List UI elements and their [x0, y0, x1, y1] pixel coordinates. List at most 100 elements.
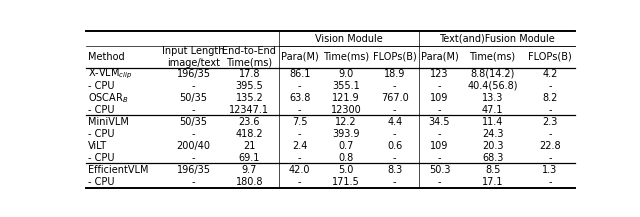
Text: 4.2: 4.2	[542, 69, 557, 79]
Text: 24.3: 24.3	[482, 129, 503, 139]
Text: ViLT: ViLT	[88, 141, 107, 151]
Text: 4.4: 4.4	[387, 117, 403, 127]
Text: -: -	[393, 153, 397, 163]
Text: -: -	[298, 153, 301, 163]
Text: 50/35: 50/35	[180, 117, 207, 127]
Text: - CPU: - CPU	[88, 129, 115, 139]
Text: -: -	[548, 177, 552, 187]
Text: 135.2: 135.2	[236, 93, 263, 103]
Text: 123: 123	[430, 69, 449, 79]
Text: 9.7: 9.7	[242, 165, 257, 175]
Text: Input Length
image/text: Input Length image/text	[163, 46, 225, 68]
Text: -: -	[298, 129, 301, 139]
Text: 63.8: 63.8	[289, 93, 310, 103]
Text: -: -	[298, 81, 301, 91]
Text: FLOPs(B): FLOPs(B)	[373, 52, 417, 62]
Text: -: -	[192, 177, 195, 187]
Text: 0.8: 0.8	[338, 153, 353, 163]
Text: 22.8: 22.8	[539, 141, 561, 151]
Text: 12.2: 12.2	[335, 117, 356, 127]
Text: EfficientVLM: EfficientVLM	[88, 165, 148, 175]
Text: 68.3: 68.3	[482, 153, 503, 163]
Text: Vision Module: Vision Module	[315, 34, 383, 44]
Text: 0.7: 0.7	[338, 141, 353, 151]
Text: 69.1: 69.1	[239, 153, 260, 163]
Text: 767.0: 767.0	[381, 93, 408, 103]
Text: -: -	[298, 105, 301, 115]
Text: Method: Method	[88, 52, 125, 62]
Text: -: -	[393, 129, 397, 139]
Text: 47.1: 47.1	[482, 105, 503, 115]
Text: 393.9: 393.9	[332, 129, 360, 139]
Text: 109: 109	[430, 141, 449, 151]
Text: -: -	[393, 177, 397, 187]
Text: -: -	[298, 177, 301, 187]
Text: -: -	[393, 105, 397, 115]
Text: 86.1: 86.1	[289, 69, 310, 79]
Text: - CPU: - CPU	[88, 177, 115, 187]
Text: -: -	[438, 81, 441, 91]
Text: -: -	[393, 81, 397, 91]
Text: -: -	[438, 177, 441, 187]
Text: -: -	[548, 81, 552, 91]
Text: 1.3: 1.3	[542, 165, 557, 175]
Text: 200/40: 200/40	[177, 141, 211, 151]
Text: 42.0: 42.0	[289, 165, 310, 175]
Text: - CPU: - CPU	[88, 81, 115, 91]
Text: 17.1: 17.1	[482, 177, 503, 187]
Text: 9.0: 9.0	[338, 69, 353, 79]
Text: 180.8: 180.8	[236, 177, 263, 187]
Text: -: -	[438, 153, 441, 163]
Text: -: -	[192, 153, 195, 163]
Text: X-VLM$_{clip}$: X-VLM$_{clip}$	[88, 67, 132, 81]
Text: - CPU: - CPU	[88, 153, 115, 163]
Text: 5.0: 5.0	[338, 165, 353, 175]
Text: End-to-End
Time(ms): End-to-End Time(ms)	[223, 46, 276, 68]
Text: 109: 109	[430, 93, 449, 103]
Text: Time(ms): Time(ms)	[470, 52, 516, 62]
Text: 8.3: 8.3	[387, 165, 403, 175]
Text: Time(ms): Time(ms)	[323, 52, 369, 62]
Text: 8.8(14.2): 8.8(14.2)	[470, 69, 515, 79]
Text: 17.8: 17.8	[239, 69, 260, 79]
Text: 0.6: 0.6	[387, 141, 403, 151]
Text: 21: 21	[243, 141, 255, 151]
Text: Para(M): Para(M)	[281, 52, 319, 62]
Text: 12300: 12300	[330, 105, 361, 115]
Text: 12347.1: 12347.1	[229, 105, 269, 115]
Text: FLOPs(B): FLOPs(B)	[528, 52, 572, 62]
Text: 196/35: 196/35	[177, 69, 211, 79]
Text: OSCAR$_B$: OSCAR$_B$	[88, 91, 129, 105]
Text: - CPU: - CPU	[88, 105, 115, 115]
Text: Text(and)Fusion Module: Text(and)Fusion Module	[439, 34, 555, 44]
Text: Para(M): Para(M)	[420, 52, 458, 62]
Text: 418.2: 418.2	[236, 129, 263, 139]
Text: -: -	[192, 81, 195, 91]
Text: 11.4: 11.4	[482, 117, 503, 127]
Text: MiniVLM: MiniVLM	[88, 117, 129, 127]
Text: 355.1: 355.1	[332, 81, 360, 91]
Text: 40.4(56.8): 40.4(56.8)	[467, 81, 518, 91]
Text: 2.3: 2.3	[542, 117, 557, 127]
Text: -: -	[548, 105, 552, 115]
Text: -: -	[548, 153, 552, 163]
Text: -: -	[192, 129, 195, 139]
Text: 395.5: 395.5	[236, 81, 263, 91]
Text: 50.3: 50.3	[429, 165, 450, 175]
Text: -: -	[438, 129, 441, 139]
Text: 20.3: 20.3	[482, 141, 503, 151]
Text: 7.5: 7.5	[292, 117, 307, 127]
Text: -: -	[192, 105, 195, 115]
Text: 2.4: 2.4	[292, 141, 307, 151]
Text: 34.5: 34.5	[429, 117, 450, 127]
Text: 121.9: 121.9	[332, 93, 360, 103]
Text: -: -	[548, 129, 552, 139]
Text: 8.5: 8.5	[485, 165, 500, 175]
Text: 50/35: 50/35	[180, 93, 207, 103]
Text: 18.9: 18.9	[384, 69, 406, 79]
Text: 171.5: 171.5	[332, 177, 360, 187]
Text: 23.6: 23.6	[239, 117, 260, 127]
Text: 196/35: 196/35	[177, 165, 211, 175]
Text: -: -	[438, 105, 441, 115]
Text: 8.2: 8.2	[542, 93, 557, 103]
